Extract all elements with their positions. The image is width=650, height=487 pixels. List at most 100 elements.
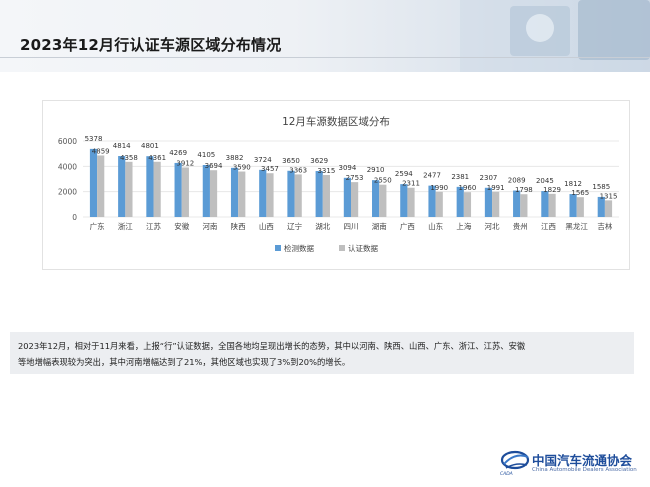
data-label: 2910 <box>367 166 385 174</box>
bar-series-1 <box>230 167 239 217</box>
bar-series-1 <box>146 156 154 217</box>
data-label: 5378 <box>85 135 103 143</box>
bar-series-1 <box>400 184 408 217</box>
data-label: 1960 <box>459 184 477 192</box>
bar-series-1 <box>287 170 295 217</box>
bar-series-2 <box>97 155 105 217</box>
bar-series-1 <box>259 169 267 217</box>
bar-series-2 <box>125 161 133 217</box>
data-label: 4859 <box>92 147 110 155</box>
x-tick-label: 广西 <box>400 221 415 231</box>
data-label: 3457 <box>261 165 279 173</box>
x-tick-label: 江西 <box>541 222 556 231</box>
summary-box: 2023年12月，相对于11月来看，上报“行”认证数据，全国各地均呈现出增长的态… <box>10 332 634 374</box>
x-tick-label: 安徽 <box>174 221 189 231</box>
title-divider <box>0 57 650 58</box>
data-label: 2381 <box>451 173 469 181</box>
data-label: 3882 <box>226 154 244 162</box>
bar-series-2 <box>209 170 218 217</box>
data-label: 2550 <box>374 177 392 185</box>
x-tick-label: 四川 <box>344 222 359 231</box>
cada-logo-icon <box>500 450 530 470</box>
bar-series-2 <box>520 194 528 217</box>
bar-series-2 <box>492 191 500 217</box>
x-tick-label: 贵州 <box>513 221 528 231</box>
data-label: 3629 <box>310 157 328 165</box>
bar-series-2 <box>351 182 359 217</box>
data-label: 4814 <box>113 142 131 150</box>
bar-series-2 <box>153 161 161 217</box>
data-label: 3912 <box>176 159 194 167</box>
data-label: 1565 <box>571 189 589 197</box>
bar-series-1 <box>569 194 577 217</box>
footer-logo: CADA 中国汽车流通协会 China Automobile Dealers A… <box>498 446 648 482</box>
data-label: 2311 <box>402 180 420 188</box>
data-label: 1829 <box>543 186 561 194</box>
bar-series-1 <box>484 187 493 217</box>
data-label: 3650 <box>282 157 300 165</box>
bar-series-2 <box>576 197 584 217</box>
data-label: 1812 <box>564 180 582 188</box>
data-label: 2477 <box>423 172 441 180</box>
data-label: 1991 <box>487 184 505 192</box>
data-label: 1798 <box>515 186 533 194</box>
x-tick-label: 黑龙江 <box>565 221 588 231</box>
bar-series-2 <box>238 171 246 217</box>
bar-series-1 <box>202 165 210 217</box>
bar-series-2 <box>435 191 443 217</box>
logo-text: CADA <box>500 472 513 477</box>
data-label: 4361 <box>148 154 166 162</box>
x-tick-label: 上海 <box>456 221 471 231</box>
legend-swatch <box>275 245 281 251</box>
bar-series-1 <box>174 162 182 217</box>
x-tick-label: 河北 <box>485 222 500 231</box>
data-label: 2753 <box>346 174 364 182</box>
data-label: 1990 <box>430 184 448 192</box>
bar-series-2 <box>463 192 472 217</box>
bar-series-1 <box>428 185 436 217</box>
summary-line-2: 等地增幅表现较为突出，其中河南增幅达到了21%，其他区域也实现了3%到20%的增… <box>18 357 351 367</box>
data-label: 2089 <box>508 177 526 185</box>
header-decor-graphic <box>460 0 650 72</box>
data-label: 2307 <box>480 174 498 182</box>
data-label: 3094 <box>338 164 356 172</box>
bar-series-1 <box>89 148 98 217</box>
bar-series-2 <box>548 193 556 217</box>
bar-series-2 <box>266 173 274 217</box>
x-tick-label: 吉林 <box>597 221 612 231</box>
data-label: 3590 <box>233 164 251 172</box>
data-label: 4105 <box>197 151 215 159</box>
y-tick-label: 2000 <box>58 188 77 197</box>
x-tick-label: 山西 <box>259 221 274 231</box>
x-tick-label: 江苏 <box>146 221 161 231</box>
bar-series-1 <box>372 180 380 217</box>
x-tick-label: 湖北 <box>315 222 330 231</box>
data-label: 3363 <box>289 166 307 174</box>
org-name-en: China Automobile Dealers Association <box>532 467 637 473</box>
bar-series-1 <box>118 156 126 217</box>
bar-series-2 <box>407 187 415 217</box>
data-label: 2594 <box>395 170 413 178</box>
y-tick-label: 4000 <box>58 162 77 171</box>
x-tick-label: 湖南 <box>372 221 387 231</box>
data-label: 4269 <box>169 149 187 157</box>
bar-series-1 <box>597 196 605 217</box>
data-label: 3724 <box>254 156 272 164</box>
bar-series-1 <box>541 191 549 217</box>
legend-label: 检测数据 <box>284 243 314 253</box>
bar-series-1 <box>513 190 521 217</box>
summary-line-1: 2023年12月，相对于11月来看，上报“行”认证数据，全国各地均呈现出增长的态… <box>18 341 526 351</box>
bar-series-2 <box>294 174 302 217</box>
bar-series-1 <box>343 177 351 217</box>
bar-series-2 <box>181 167 189 217</box>
y-tick-label: 0 <box>72 213 77 222</box>
data-label: 1315 <box>600 192 618 200</box>
bar-series-2 <box>604 200 613 217</box>
chart-title: 12月车源数据区域分布 <box>282 115 390 128</box>
legend-label: 认证数据 <box>348 243 378 253</box>
x-tick-label: 广东 <box>90 221 105 231</box>
bar-series-2 <box>322 175 330 217</box>
x-tick-label: 山东 <box>428 221 443 231</box>
header-band <box>0 0 650 72</box>
